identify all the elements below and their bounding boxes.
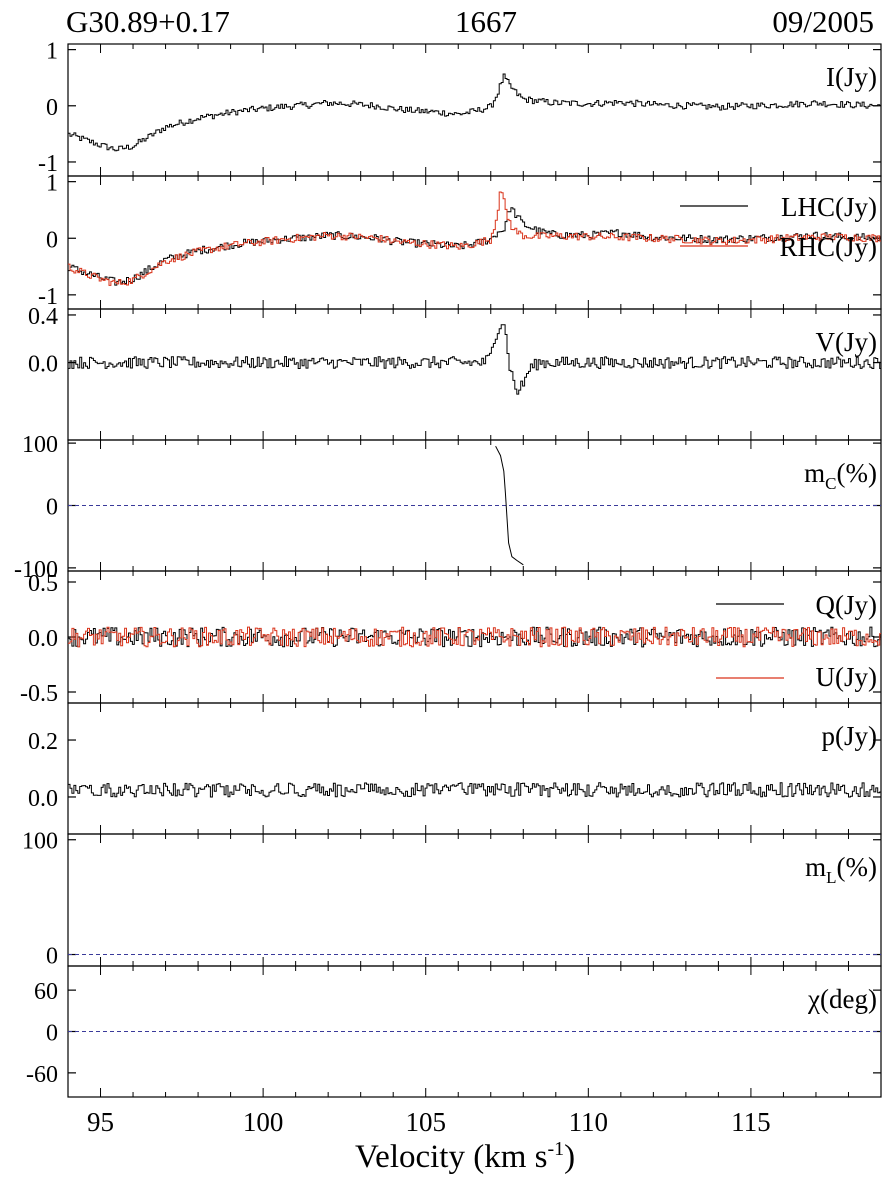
legend-label: RHC(Jy) <box>779 232 877 262</box>
series-group <box>68 73 881 152</box>
y-tick-label: -1 <box>38 284 58 310</box>
panel-QU: -0.5 0.0 0.5 Q(Jy) U(Jy) <box>20 570 882 707</box>
panel-frame <box>67 833 882 967</box>
series-line-ijy <box>68 73 881 152</box>
panel-mc: -100 0 100 mC(%) <box>14 432 882 583</box>
series-group <box>68 191 881 286</box>
series-group <box>68 782 881 798</box>
source-name: G30.89+0.17 <box>66 4 230 39</box>
date-label: 09/2005 <box>772 4 874 39</box>
x-tick-label: 105 <box>405 1107 446 1137</box>
panel-frame <box>67 308 882 441</box>
y-tick-label: 0.4 <box>28 304 58 330</box>
y-tick-label: 100 <box>22 432 58 458</box>
y-tick-label: -1 <box>38 151 58 177</box>
series-line-vjy <box>68 324 881 395</box>
panel-p: 0.0 0.2 p(Jy) <box>28 702 882 835</box>
panel-LR: -1 0 1 LHC(Jy) RHC(Jy) <box>38 171 882 310</box>
y-tick-label: 100 <box>22 829 58 855</box>
y-tick-label: 0 <box>46 95 58 121</box>
series-group <box>495 445 524 566</box>
series-line-rhcjy <box>68 191 881 286</box>
y-tick-label: 0.0 <box>28 786 58 812</box>
series-group <box>68 324 881 395</box>
legend-label: Q(Jy) <box>816 590 878 620</box>
y-tick-label: 0.2 <box>28 729 58 755</box>
panel-label: mL(%) <box>805 852 877 887</box>
x-tick-label: 110 <box>569 1107 609 1137</box>
panel-frame <box>67 702 882 835</box>
series-line-pjy <box>68 782 881 798</box>
x-tick-label: 115 <box>731 1107 771 1137</box>
y-tick-label: 0.0 <box>28 626 58 652</box>
panel-label: I(Jy) <box>826 62 877 92</box>
x-axis-title-suffix: ) <box>564 1139 576 1175</box>
panel-label: χ(deg) <box>807 984 877 1014</box>
y-tick-label: 1 <box>46 171 58 197</box>
series-line-mc <box>495 445 524 566</box>
y-tick-label: 0 <box>46 944 58 970</box>
y-tick-label: 0.5 <box>28 571 58 597</box>
y-tick-label: -60 <box>26 1062 58 1088</box>
y-tick-label: -0.5 <box>20 681 58 707</box>
y-tick-label: 0 <box>46 227 58 253</box>
y-tick-label: 60 <box>34 979 58 1005</box>
y-tick-label: 1 <box>46 39 58 65</box>
legend-label: LHC(Jy) <box>781 192 877 222</box>
y-tick-label: 0 <box>46 1021 58 1047</box>
panel-mL: 0 100 mL(%) <box>22 829 882 970</box>
panel-I: -1 0 1 I(Jy) <box>38 39 882 177</box>
x-axis-title-exponent: -1 <box>547 1138 565 1160</box>
series-group <box>68 626 881 648</box>
frequency-label: 1667 <box>455 4 517 39</box>
x-tick-label: 100 <box>243 1107 284 1137</box>
y-tick-label: 0.0 <box>28 352 58 378</box>
panel-label: p(Jy) <box>822 721 878 751</box>
legend-label: U(Jy) <box>816 662 878 692</box>
panel-label: mC(%) <box>804 458 877 493</box>
y-tick-label: 0 <box>46 495 58 521</box>
series-line-ujy <box>68 626 881 648</box>
x-axis-title: Velocity (km s-1) <box>355 1138 575 1176</box>
y-tick-label: -100 <box>14 557 58 583</box>
panel-V: 0.0 0.4 V(Jy) <box>28 304 882 441</box>
x-axis-title-main: Velocity (km s <box>355 1139 548 1175</box>
x-tick-label: 95 <box>87 1107 114 1137</box>
panel-label: V(Jy) <box>816 327 878 357</box>
panel-chi: -60 0 60 χ(deg) <box>26 965 882 1098</box>
